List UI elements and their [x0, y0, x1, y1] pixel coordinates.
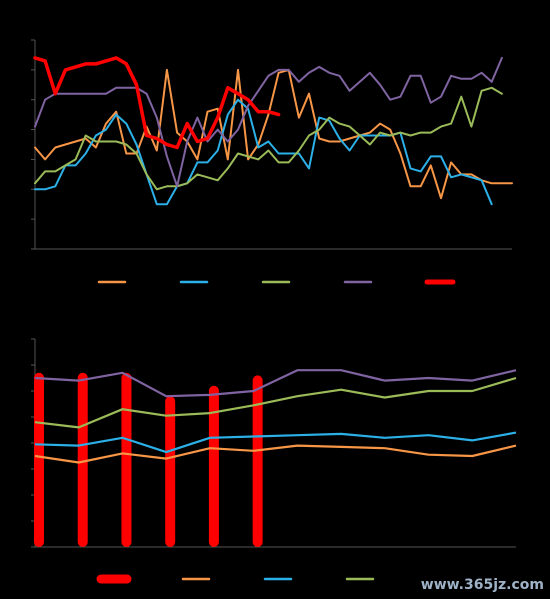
- top-line-chart: [31, 39, 513, 285]
- bottom-chart-bar: [208, 385, 219, 547]
- top-chart-series-line-0: [34, 68, 513, 200]
- top-chart-series-line-4: [33, 56, 281, 150]
- top-chart-series-line-2: [34, 86, 503, 191]
- bottom-chart-bar: [121, 372, 132, 547]
- bottom-chart-series-line-0: [34, 369, 517, 398]
- watermark-text: www.365jz.com: [420, 577, 544, 593]
- bottom-chart-bar: [77, 372, 88, 547]
- bottom-chart-series-line-3: [34, 444, 517, 464]
- bottom-bar-line-chart: [31, 338, 517, 584]
- top-chart-series-line-3: [34, 56, 503, 188]
- bottom-chart-bar: [34, 372, 44, 547]
- bottom-chart-bar: [165, 396, 176, 547]
- bottom-chart-series-line-2: [34, 431, 517, 454]
- top-chart-series-line-1: [34, 98, 493, 206]
- bottom-chart-series-line-1: [34, 376, 517, 429]
- bottom-chart-bar: [252, 375, 263, 547]
